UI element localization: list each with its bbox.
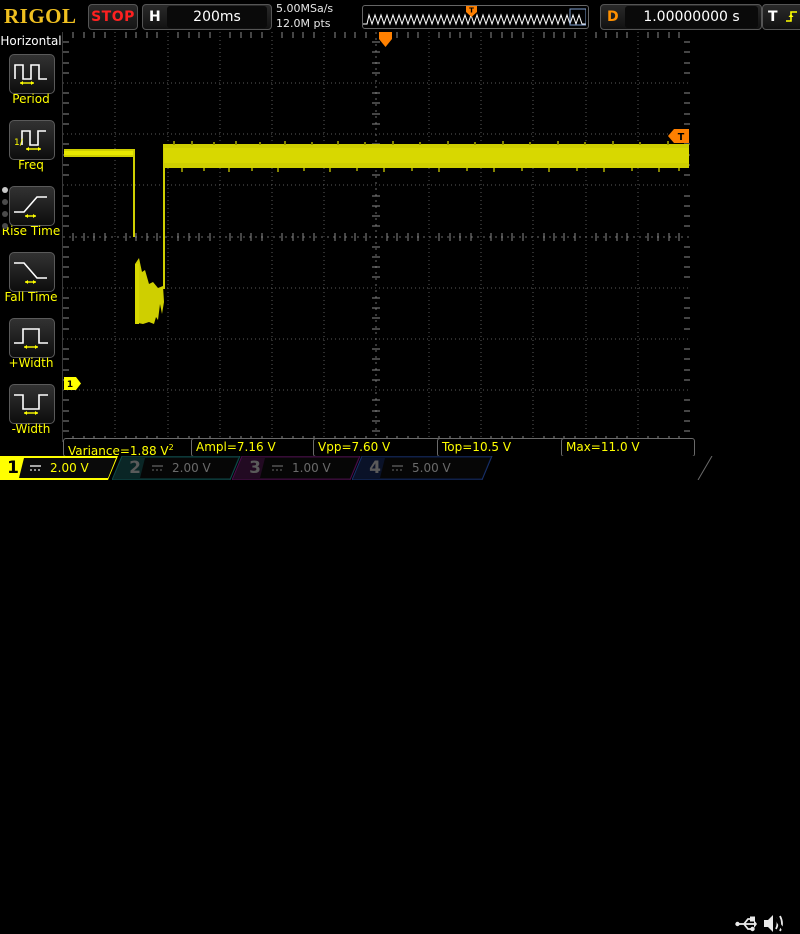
measure-item-fall-time[interactable]: Fall Time bbox=[4, 252, 58, 304]
fall-time-label: Fall Time bbox=[4, 290, 58, 304]
measure-item-freq[interactable]: 1/ Freq bbox=[9, 120, 55, 172]
horizontal-timebase[interactable]: H 200ms bbox=[142, 4, 272, 30]
period-icon bbox=[14, 64, 47, 85]
memory-depth: 12.0M pts bbox=[276, 17, 331, 30]
trigger-readout[interactable]: T 1 9.96 V bbox=[762, 4, 800, 30]
measurement-amplitude[interactable]: Ampl=7.16 V bbox=[191, 438, 317, 457]
channel-3-indicator[interactable]: 3 1.00 V bbox=[231, 455, 372, 481]
channel-4-scale: 5.00 V bbox=[412, 461, 451, 475]
measure-item-neg-width[interactable]: -Width bbox=[9, 384, 55, 436]
trigger-level-marker[interactable]: T bbox=[668, 129, 690, 143]
page-dot-3[interactable] bbox=[2, 211, 8, 217]
waveform-navigator[interactable]: T bbox=[362, 5, 589, 29]
usb-icon[interactable] bbox=[735, 914, 757, 934]
right-function-menu: Save Save New File NewFolder Delete bbox=[690, 32, 800, 442]
page-dot-1[interactable] bbox=[2, 187, 8, 193]
measure-item-rise-time[interactable]: Rise Time bbox=[2, 186, 60, 238]
run-stop-status[interactable]: STOP bbox=[88, 4, 138, 30]
menu-page-indicator[interactable] bbox=[2, 187, 8, 235]
status-area-divider bbox=[697, 456, 713, 480]
channel-1-number: 1 bbox=[7, 458, 19, 478]
rise-time-icon bbox=[14, 196, 47, 218]
period-label: Period bbox=[12, 92, 50, 106]
svg-text:1: 1 bbox=[67, 380, 73, 390]
measure-item-pos-width[interactable]: +Width bbox=[9, 318, 55, 370]
neg-width-button[interactable] bbox=[9, 384, 55, 424]
svg-text:1/: 1/ bbox=[14, 138, 24, 148]
channel-4-indicator[interactable]: 4 5.00 V bbox=[351, 455, 502, 481]
measurement-variance-exponent: 2 bbox=[168, 443, 174, 452]
channel-3-scale: 1.00 V bbox=[292, 461, 331, 475]
fall-time-icon bbox=[14, 262, 47, 284]
measurement-max[interactable]: Max=11.0 V bbox=[561, 438, 695, 457]
dc-coupling-icon bbox=[272, 465, 283, 471]
left-measure-menu: Horizontal Period 1/ bbox=[0, 32, 63, 442]
channel-4-background bbox=[351, 455, 493, 481]
channel-4-number: 4 bbox=[369, 458, 381, 478]
period-button[interactable] bbox=[9, 54, 55, 94]
measurement-variance-text: Variance=1.88 V bbox=[68, 444, 169, 457]
channel-3-number: 3 bbox=[249, 458, 261, 478]
frequency-icon: 1/ bbox=[14, 130, 46, 151]
measurement-results-bar: Variance=1.88 V2 Ampl=7.16 V Vpp=7.60 V … bbox=[63, 438, 695, 457]
channel-1-scale: 2.00 V bbox=[50, 461, 89, 475]
delay-label: D bbox=[607, 9, 619, 25]
channel1-waveform-trace bbox=[64, 141, 689, 324]
top-status-bar: RIGOL STOP H 200ms 5.00MSa/s 12.0M pts T… bbox=[0, 0, 800, 33]
measurement-top[interactable]: Top=10.5 V bbox=[437, 438, 565, 457]
freq-label: Freq bbox=[18, 158, 44, 172]
positive-width-icon bbox=[14, 328, 48, 349]
dc-coupling-icon bbox=[152, 465, 163, 471]
channel-1-background bbox=[0, 456, 118, 480]
channel-1-indicator[interactable]: 1 2.00 V bbox=[0, 456, 190, 480]
pos-width-button[interactable] bbox=[9, 318, 55, 358]
waveform-display-area[interactable]: 1 T bbox=[63, 32, 690, 442]
delay-readout[interactable]: D 1.00000000 s bbox=[600, 4, 762, 30]
page-dot-4[interactable] bbox=[2, 223, 8, 229]
fall-time-button[interactable] bbox=[9, 252, 55, 292]
negative-width-icon bbox=[14, 394, 48, 415]
left-menu-title: Horizontal bbox=[0, 34, 62, 48]
sample-rate-info: 5.00MSa/s 12.0M pts bbox=[276, 1, 360, 31]
horizontal-label: H bbox=[149, 9, 161, 25]
rising-edge-icon bbox=[786, 11, 797, 22]
horizontal-value: 200ms bbox=[167, 6, 267, 28]
svg-text:T: T bbox=[678, 132, 685, 143]
graticule-grid bbox=[63, 32, 690, 442]
dc-coupling-icon bbox=[392, 465, 403, 471]
measurement-vpp[interactable]: Vpp=7.60 V bbox=[313, 438, 441, 457]
channel-2-scale: 2.00 V bbox=[172, 461, 211, 475]
dc-coupling-icon bbox=[30, 465, 41, 471]
delay-value: 1.00000000 s bbox=[625, 6, 758, 28]
trigger-position-marker-icon[interactable] bbox=[378, 32, 393, 48]
rise-time-label: Rise Time bbox=[1, 224, 61, 238]
trigger-label: T bbox=[768, 9, 778, 25]
channel-2-number: 2 bbox=[129, 458, 141, 478]
channel-2-indicator[interactable]: 2 2.00 V bbox=[111, 455, 252, 481]
page-dot-2[interactable] bbox=[2, 199, 8, 205]
brand-logo: RIGOL bbox=[4, 4, 77, 28]
sample-rate: 5.00MSa/s bbox=[276, 2, 334, 15]
rise-time-button[interactable] bbox=[9, 186, 55, 226]
pos-width-label: +Width bbox=[8, 356, 54, 370]
channel-3-background bbox=[231, 455, 361, 481]
speaker-muted-icon[interactable] bbox=[762, 913, 786, 934]
navigator-preview-waveform bbox=[363, 8, 586, 26]
svg-text:T: T bbox=[469, 7, 474, 15]
navigator-trigger-marker-icon: T bbox=[466, 6, 477, 17]
channel1-ground-marker[interactable]: 1 bbox=[64, 377, 82, 390]
measure-item-period[interactable]: Period bbox=[9, 54, 55, 106]
freq-button[interactable]: 1/ bbox=[9, 120, 55, 160]
channel-2-background bbox=[111, 455, 241, 481]
channel-status-bar: 1 2.00 V 2 2.00 V bbox=[0, 455, 800, 932]
measurement-variance[interactable]: Variance=1.88 V2 bbox=[63, 438, 196, 457]
neg-width-label: -Width bbox=[11, 422, 51, 436]
